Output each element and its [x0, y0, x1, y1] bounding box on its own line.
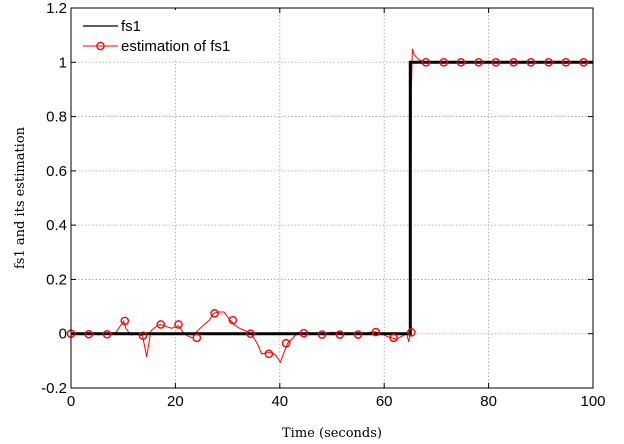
y-tick-label: -0.2: [41, 380, 67, 397]
x-tick-labels: 0 20 40 60 80 100: [67, 393, 606, 410]
estimation-marker: [246, 329, 255, 339]
estimation-marker: [526, 57, 536, 67]
estimation-marker: [192, 333, 202, 343]
x-tick-label: 40: [271, 393, 288, 410]
y-tick-label: 1.2: [46, 0, 67, 17]
estimation-marker: [439, 57, 449, 67]
estimation-marker: [407, 328, 416, 337]
estimation-marker: [335, 330, 345, 339]
legend-box: [73, 10, 260, 60]
y-axis-label: fs1 and its estimation: [13, 126, 28, 269]
estimation-marker: [579, 57, 588, 67]
x-tick-label: 100: [580, 393, 605, 410]
estimation-marker: [299, 328, 309, 338]
legend-marker-estimation: [96, 41, 105, 51]
legend: fs1 estimation of fs1: [73, 10, 260, 60]
x-axis-label: Time (seconds): [282, 426, 382, 441]
estimation-marker: [264, 349, 274, 359]
tick-marks: [70, 7, 594, 389]
estimation-marker: [210, 309, 219, 318]
estimation-marker: [102, 329, 112, 339]
x-tick-label: 80: [480, 393, 497, 410]
estimation-marker: [84, 329, 94, 339]
series-layer: [66, 48, 593, 364]
y-tick-label: 1: [59, 54, 67, 71]
y-tick-label: 0.2: [46, 271, 67, 288]
estimation-marker: [228, 315, 238, 325]
x-tick-label: 20: [167, 393, 184, 410]
estimation-marker: [544, 57, 553, 67]
estimation-marker: [156, 320, 166, 329]
estimation-marker: [371, 327, 381, 337]
x-tick-label: 0: [67, 393, 75, 410]
estimation-marker: [561, 57, 571, 67]
y-tick-labels: -0.2 0 0.2 0.4 0.6 0.8 1 1.2: [41, 0, 67, 397]
estimation-marker: [174, 320, 183, 329]
series-line-fs1: [71, 60, 593, 336]
estimation-marker: [353, 330, 363, 339]
plot-frame: [70, 7, 594, 389]
y-tick-label: 0.4: [46, 217, 67, 234]
y-tick-label: 0.8: [46, 109, 67, 126]
estimation-marker: [474, 57, 483, 67]
estimation-marker: [317, 330, 327, 339]
estimation-marker: [491, 57, 501, 67]
y-tick-label: 0.6: [46, 163, 67, 180]
estimation-marker: [281, 338, 291, 348]
estimation-marker: [509, 57, 518, 67]
x-tick-label: 60: [376, 393, 393, 410]
estimation-marker: [120, 316, 130, 326]
legend-label-fs1: fs1: [121, 18, 141, 35]
estimation-marker: [138, 331, 148, 340]
estimation-marker: [456, 57, 466, 67]
plot-background: [71, 8, 593, 388]
estimation-marker: [421, 57, 431, 67]
y-tick-label: 0: [59, 326, 67, 343]
estimation-marker: [389, 333, 398, 343]
legend-label-estimation: estimation of fs1: [121, 38, 230, 55]
